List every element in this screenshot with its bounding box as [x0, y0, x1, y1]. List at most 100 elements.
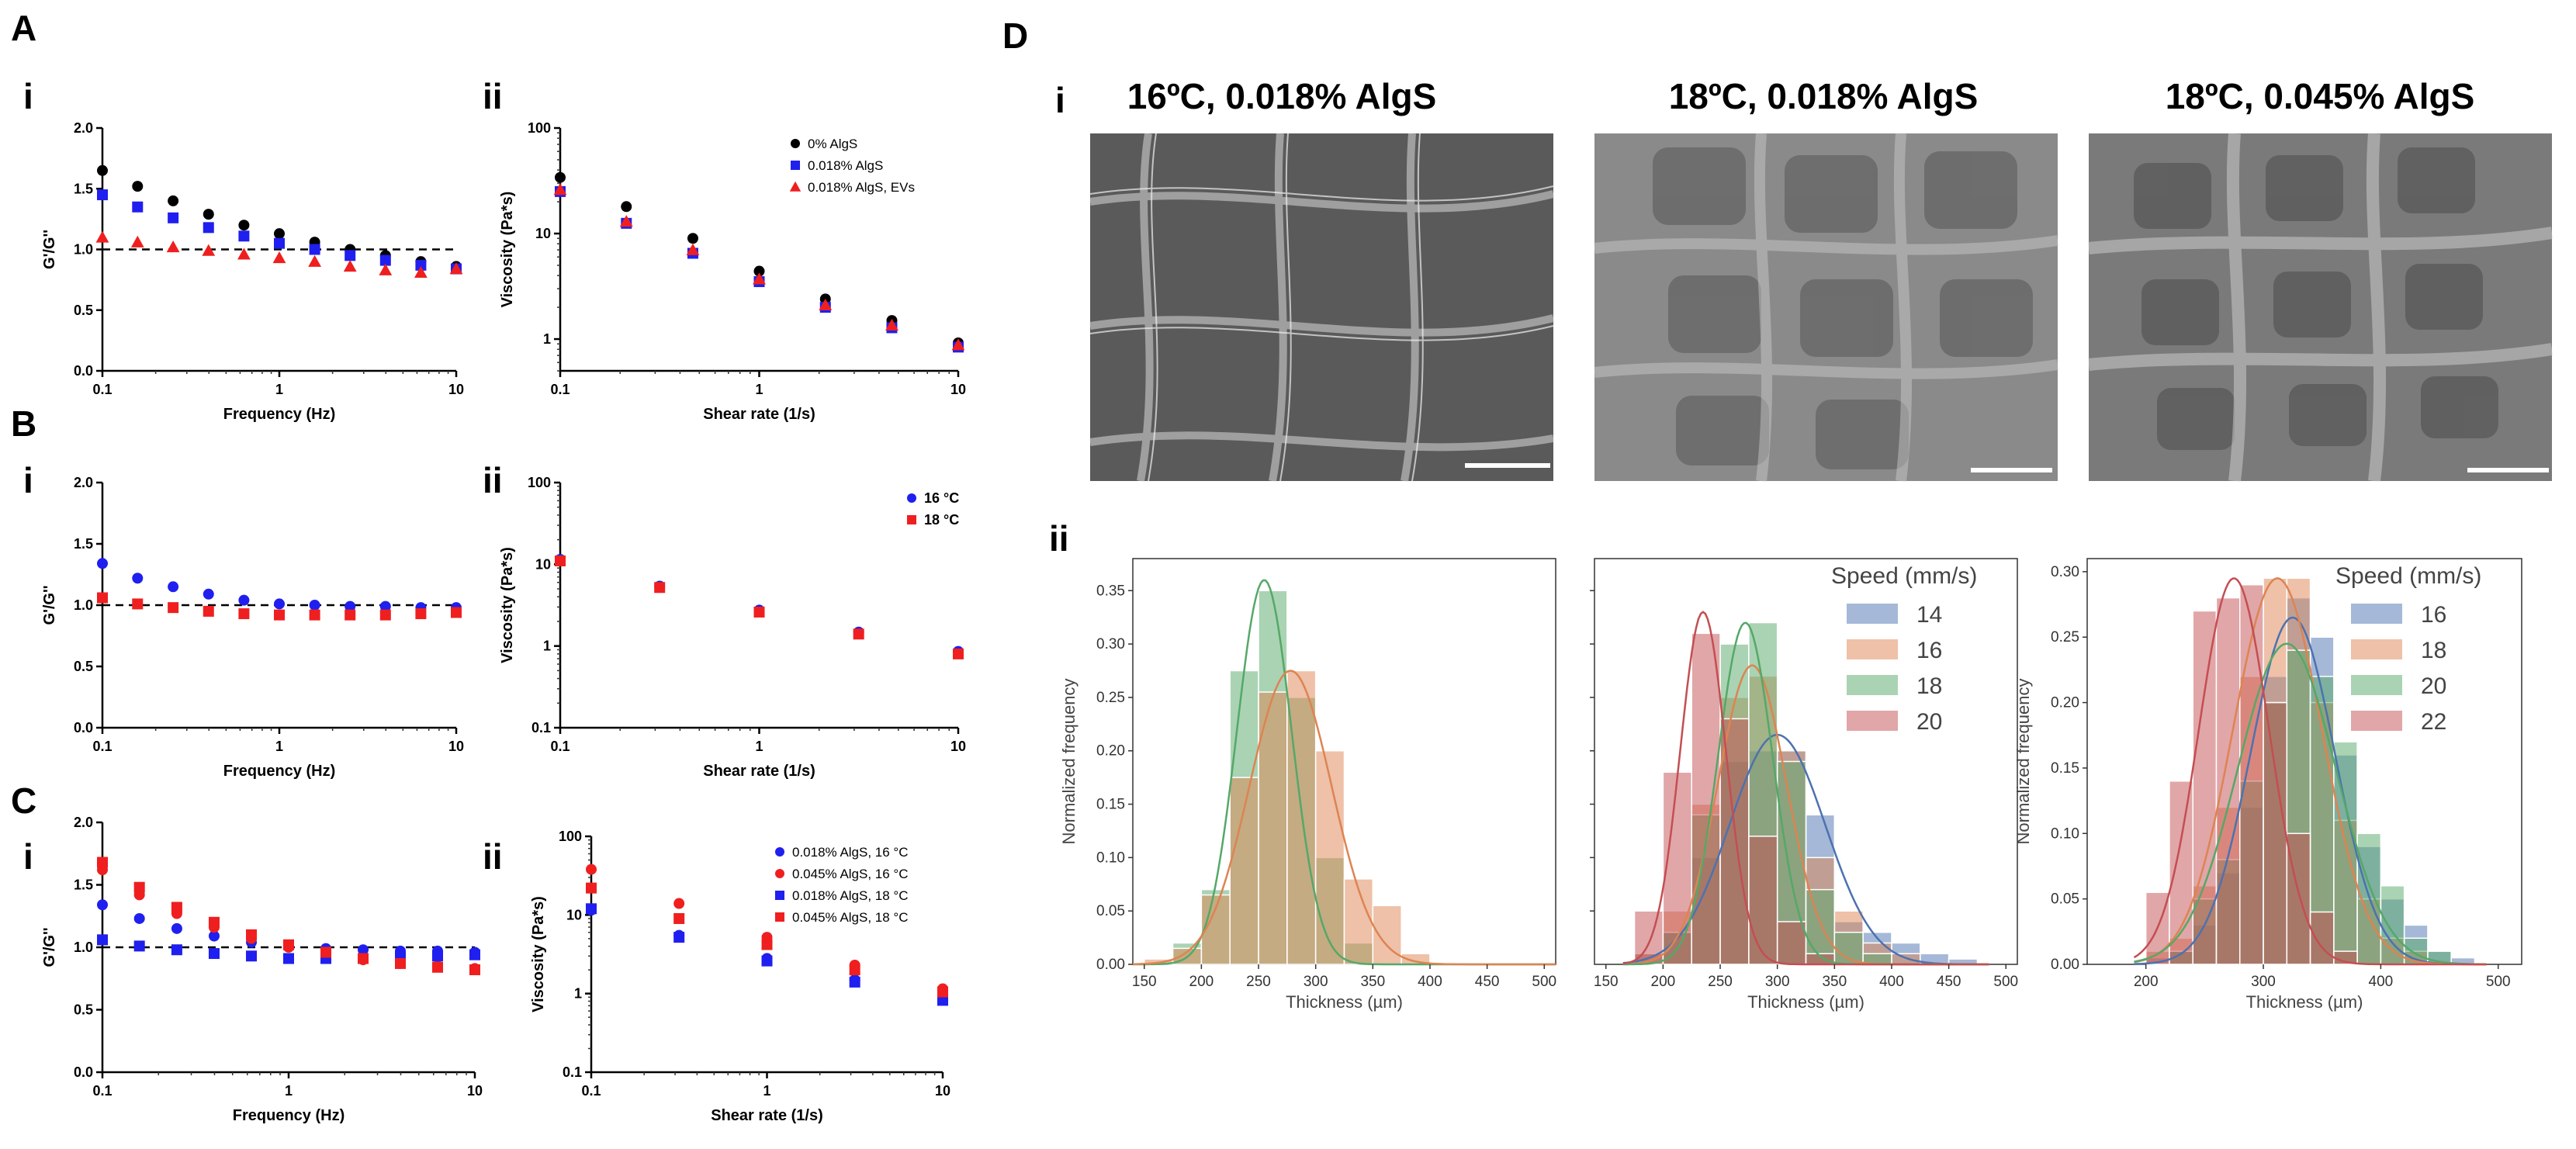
y-axis-title: Viscosity (Pa*s) — [499, 192, 516, 308]
data-point — [168, 602, 179, 614]
x-axis-title: Thickness (µm) — [2246, 992, 2363, 1012]
panel-label-a: A — [11, 8, 36, 48]
data-point — [379, 263, 393, 275]
chart-bii: 0.1 1 10 100 0.1 1 10 Shear rate (1/s) Viscosity… — [499, 475, 966, 780]
data-point — [753, 272, 766, 285]
data-point — [414, 265, 428, 278]
y-tick-label: 1.5 — [74, 536, 93, 552]
y-tick-label: 0.30 — [2051, 564, 2079, 580]
data-point — [345, 600, 356, 612]
data-point — [761, 939, 773, 950]
micrograph-3 — [2088, 133, 2553, 482]
data-point — [97, 164, 108, 176]
data-point — [586, 882, 597, 894]
data-point — [394, 957, 406, 969]
x-tick-label: 500 — [1532, 974, 1556, 990]
legend-label: 0.045% AlgS, 16 °C — [792, 867, 909, 881]
x-tick-label: 1 — [275, 382, 283, 397]
chart-ci: 0.0 0.5 1.0 1.5 2.0 0.1 1 10 Frequency (Hz) G'/G'… — [41, 815, 483, 1124]
y-tick-label: 0.00 — [2051, 957, 2079, 973]
y-tick-label: 0.15 — [1096, 797, 1125, 813]
y-tick-label: 0.25 — [1096, 690, 1125, 706]
legend-marker — [789, 181, 802, 192]
data-point — [238, 594, 250, 606]
x-tick-label: 10 — [467, 1083, 483, 1099]
data-point — [246, 929, 258, 940]
data-point — [208, 930, 220, 942]
data-point — [309, 600, 320, 611]
legend-marker — [775, 912, 784, 922]
data-point — [309, 609, 320, 621]
y-axis-title: Normalized frequency — [1059, 679, 1079, 845]
data-point — [586, 903, 597, 915]
y-tick-label: 1.0 — [74, 242, 93, 258]
x-tick-label: 1 — [285, 1083, 293, 1099]
data-point — [951, 338, 965, 351]
y-tick-label: 2.0 — [74, 475, 93, 490]
y-tick-label: 1 — [574, 986, 582, 1002]
x-tick-label: 10 — [448, 739, 464, 754]
data-point — [320, 947, 332, 958]
data-point — [619, 215, 633, 227]
legend-marker — [775, 891, 784, 900]
data-point — [283, 953, 294, 964]
d-title-1: 16ºC, 0.018% AlgS — [1127, 76, 1437, 116]
x-tick-label: 300 — [1304, 974, 1328, 990]
legend-swatch — [1847, 675, 1898, 695]
sub-label-di: i — [1055, 80, 1065, 120]
x-tick-label: 0.1 — [92, 1083, 112, 1099]
y-tick-label: 0.1 — [563, 1064, 582, 1080]
y-tick-label: 1.0 — [74, 940, 93, 955]
legend-marker — [791, 139, 800, 148]
x-tick-label: 150 — [1132, 974, 1157, 990]
legend-label: 0.018% AlgS, 16 °C — [792, 845, 909, 860]
data-point — [449, 262, 463, 275]
d-title-3: 18ºC, 0.045% AlgS — [2166, 76, 2475, 116]
x-tick-label: 1 — [755, 739, 763, 754]
x-tick-label: 0.1 — [581, 1083, 601, 1099]
x-tick-label: 500 — [2486, 974, 2511, 990]
data-point — [132, 573, 144, 584]
sub-label-bii: ii — [483, 460, 503, 500]
legend-title: Speed (mm/s) — [2335, 563, 2481, 589]
x-tick-label: 400 — [1879, 974, 1904, 990]
legend-swatch — [2351, 639, 2402, 659]
panel-label-d: D — [1002, 16, 1028, 56]
micrograph-2 — [1594, 133, 2059, 482]
data-point — [203, 588, 214, 600]
y-tick-label: 0.00 — [1096, 957, 1125, 973]
chart-aii: 1 10 100 0.1 1 10 Shear rate (1/s) Viscosity (P… — [499, 120, 966, 423]
d-title-2: 18ºC, 0.018% AlgS — [1669, 76, 1979, 116]
x-tick-label: 200 — [1651, 974, 1676, 990]
x-tick-label: 10 — [950, 739, 966, 754]
histogram-bar — [2309, 911, 2335, 965]
legend-marker — [775, 869, 784, 878]
legend-swatch — [1847, 604, 1898, 624]
sub-label-aii: ii — [483, 76, 503, 116]
legend-swatch — [2351, 711, 2402, 731]
legend-label: 0.045% AlgS, 18 °C — [792, 910, 909, 925]
x-tick-label: 500 — [1993, 974, 2018, 990]
legend-label: 18 °C — [924, 512, 959, 528]
x-tick-label: 300 — [1765, 974, 1790, 990]
y-axis-title: G'/G'' — [41, 586, 58, 625]
x-tick-label: 200 — [2134, 974, 2159, 990]
data-point — [202, 244, 216, 256]
y-tick-label: 100 — [528, 120, 551, 136]
x-tick-label: 350 — [1360, 974, 1385, 990]
data-point — [97, 857, 108, 868]
y-tick-label: 10 — [535, 226, 551, 241]
y-tick-label: 0.20 — [2051, 695, 2079, 711]
x-tick-label: 250 — [1708, 974, 1733, 990]
data-point — [133, 881, 145, 893]
histogram-bar — [1719, 718, 1750, 965]
data-point — [753, 265, 765, 277]
sub-label-ci: i — [23, 836, 33, 877]
data-point — [343, 260, 357, 272]
chart-ai: 0.0 0.5 1.0 1.5 2.0 0.1 1 10 Frequency (Hz) G'/G'… — [41, 120, 464, 423]
data-point — [203, 209, 214, 220]
y-tick-label: 0.30 — [1096, 636, 1125, 652]
legend-marker — [791, 161, 800, 170]
sub-label-cii: ii — [483, 836, 503, 877]
